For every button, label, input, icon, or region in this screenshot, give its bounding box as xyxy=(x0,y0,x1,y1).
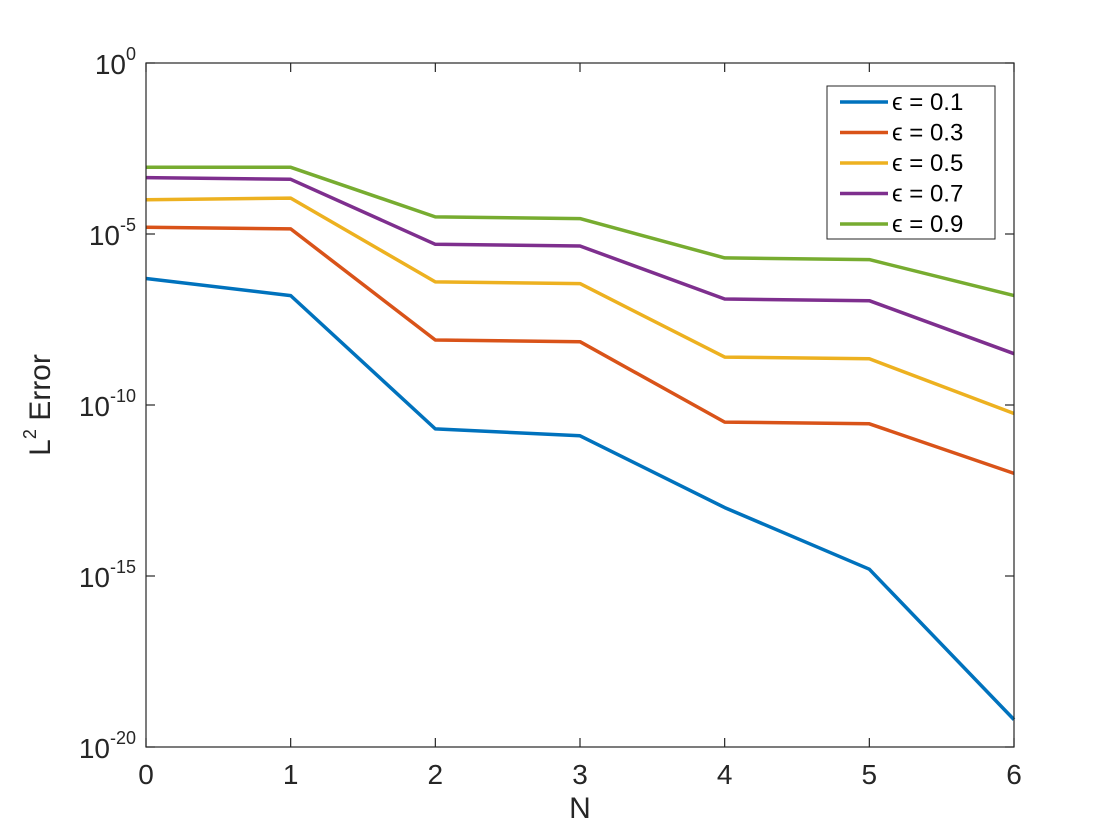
x-tick-label: 6 xyxy=(1006,759,1022,790)
x-tick-label: 4 xyxy=(717,759,733,790)
legend-label: ϵ = 0.1 xyxy=(892,89,963,116)
plot-frame xyxy=(145,62,1015,748)
legend-label: ϵ = 0.3 xyxy=(892,120,963,147)
y-tick-label: 10-10 xyxy=(79,386,136,422)
series-line xyxy=(145,175,1015,356)
legend-label: ϵ = 0.5 xyxy=(892,150,963,177)
y-tick-labels: 100 10-5 10-10 10-15 10-20 xyxy=(79,44,136,764)
series-line xyxy=(145,225,1015,476)
series-lines xyxy=(145,165,1016,721)
y-tick-label: 10-20 xyxy=(79,728,136,764)
y-axis-label: L2 Error xyxy=(20,354,57,456)
series-line xyxy=(145,276,1016,721)
legend-label: ϵ = 0.7 xyxy=(892,181,963,208)
x-axis-label: N xyxy=(569,792,591,825)
y-tick-label: 10-15 xyxy=(79,557,136,593)
x-tick-label: 0 xyxy=(138,759,154,790)
x-tick-label: 5 xyxy=(862,759,878,790)
legend-label: ϵ = 0.9 xyxy=(892,211,963,238)
x-tick-label: 2 xyxy=(428,759,444,790)
y-tick-label: 100 xyxy=(95,44,136,80)
series-line xyxy=(145,196,1015,416)
x-tick-label: 3 xyxy=(572,759,588,790)
x-tick-labels: 0 1 2 3 4 5 6 xyxy=(138,759,1022,790)
y-tick-label: 10-5 xyxy=(89,215,136,251)
series-line xyxy=(146,165,1015,298)
x-tick-label: 1 xyxy=(283,759,299,790)
legend: ϵ = 0.1 ϵ = 0.3 ϵ = 0.5 ϵ = 0.7 ϵ = 0.9 xyxy=(826,85,996,240)
